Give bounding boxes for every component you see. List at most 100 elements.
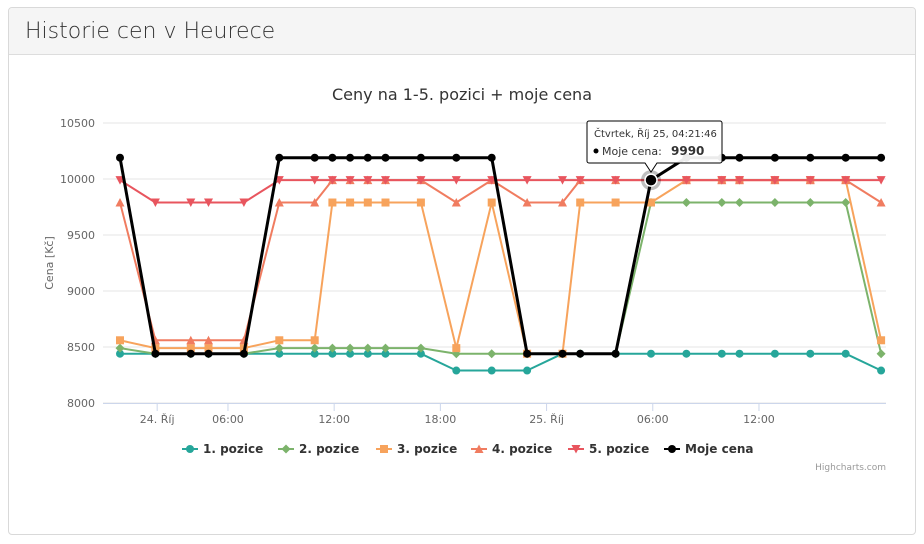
data-point[interactable] [186,335,196,345]
data-point[interactable] [310,343,320,353]
data-point[interactable] [487,153,496,162]
data-point[interactable] [451,198,461,207]
data-point[interactable] [806,153,815,162]
data-point[interactable] [806,349,815,358]
data-point[interactable] [877,153,886,162]
data-point[interactable] [310,176,320,185]
data-point[interactable] [381,349,390,358]
data-point[interactable] [275,336,284,345]
legend-symbol-marker[interactable] [474,444,484,454]
data-point[interactable] [717,349,726,358]
data-point[interactable] [381,198,390,207]
data-point[interactable] [558,198,567,207]
data-point[interactable] [647,349,655,358]
data-point[interactable] [346,349,355,358]
data-point[interactable] [204,198,213,208]
data-point[interactable] [452,344,461,353]
data-point[interactable] [575,176,585,185]
data-point[interactable] [310,349,319,358]
data-point[interactable] [328,349,337,358]
data-point[interactable] [416,176,426,185]
data-point[interactable] [186,198,196,208]
data-point[interactable] [274,198,284,207]
data-point[interactable] [363,343,373,353]
data-point[interactable] [310,198,320,207]
data-point[interactable] [115,343,125,353]
data-point[interactable] [451,176,461,185]
data-point[interactable] [770,349,779,358]
data-point[interactable] [770,198,780,208]
data-point[interactable] [381,153,390,162]
data-point[interactable] [770,176,780,185]
data-point[interactable] [204,335,213,345]
data-point[interactable] [328,153,337,162]
data-point[interactable] [345,343,355,353]
data-point[interactable] [611,349,620,358]
data-point[interactable] [274,343,284,353]
data-point[interactable] [310,153,319,162]
data-point[interactable] [363,153,372,162]
data-point[interactable] [363,349,372,358]
data-point[interactable] [770,153,779,162]
data-point[interactable] [841,349,850,358]
data-point[interactable] [682,349,691,358]
data-point[interactable] [363,198,372,207]
data-point[interactable] [275,349,284,358]
data-point[interactable] [717,176,727,185]
data-point[interactable] [876,198,886,207]
data-point[interactable] [647,198,655,207]
data-point[interactable] [452,153,461,162]
data-point[interactable] [452,366,461,375]
legend-symbol-marker[interactable] [281,444,291,454]
data-point[interactable] [735,176,744,185]
data-point[interactable] [416,343,426,353]
data-point[interactable] [611,198,620,207]
data-point[interactable] [116,153,124,162]
data-point[interactable] [681,198,691,208]
data-point[interactable] [523,349,532,358]
data-point[interactable] [877,336,886,345]
data-point[interactable] [328,198,337,207]
data-point[interactable] [346,153,355,162]
hover-point[interactable] [644,173,658,187]
data-point[interactable] [346,198,355,207]
data-point[interactable] [151,349,160,358]
data-point[interactable] [116,349,124,358]
data-point[interactable] [116,336,124,345]
data-point[interactable] [522,198,532,207]
data-point[interactable] [327,343,337,353]
legend-symbol-marker[interactable] [571,445,581,454]
data-point[interactable] [735,198,744,208]
data-point[interactable] [239,198,249,208]
data-point[interactable] [345,176,355,185]
data-point[interactable] [487,198,496,207]
data-point[interactable] [186,349,195,358]
data-point[interactable] [150,198,160,208]
data-point[interactable] [576,349,585,358]
data-point[interactable] [275,153,284,162]
data-point[interactable] [523,366,532,375]
data-point[interactable] [381,176,390,185]
legend-symbol-marker[interactable] [186,445,194,453]
data-point[interactable] [841,176,851,185]
data-point[interactable] [558,349,567,358]
data-point[interactable] [381,343,390,353]
data-point[interactable] [487,349,497,359]
data-point[interactable] [363,176,373,185]
data-point[interactable] [681,176,691,185]
data-point[interactable] [735,349,744,358]
data-point[interactable] [717,198,727,208]
data-point[interactable] [841,198,851,208]
data-point[interactable] [327,176,337,185]
data-point[interactable] [487,366,496,375]
data-point[interactable] [735,153,744,162]
data-point[interactable] [841,153,850,162]
data-point[interactable] [877,366,886,375]
data-point[interactable] [522,176,532,185]
data-point[interactable] [876,349,886,359]
data-point[interactable] [416,349,425,358]
data-point[interactable] [576,198,585,207]
data-point[interactable] [558,176,567,185]
data-point[interactable] [876,176,886,185]
